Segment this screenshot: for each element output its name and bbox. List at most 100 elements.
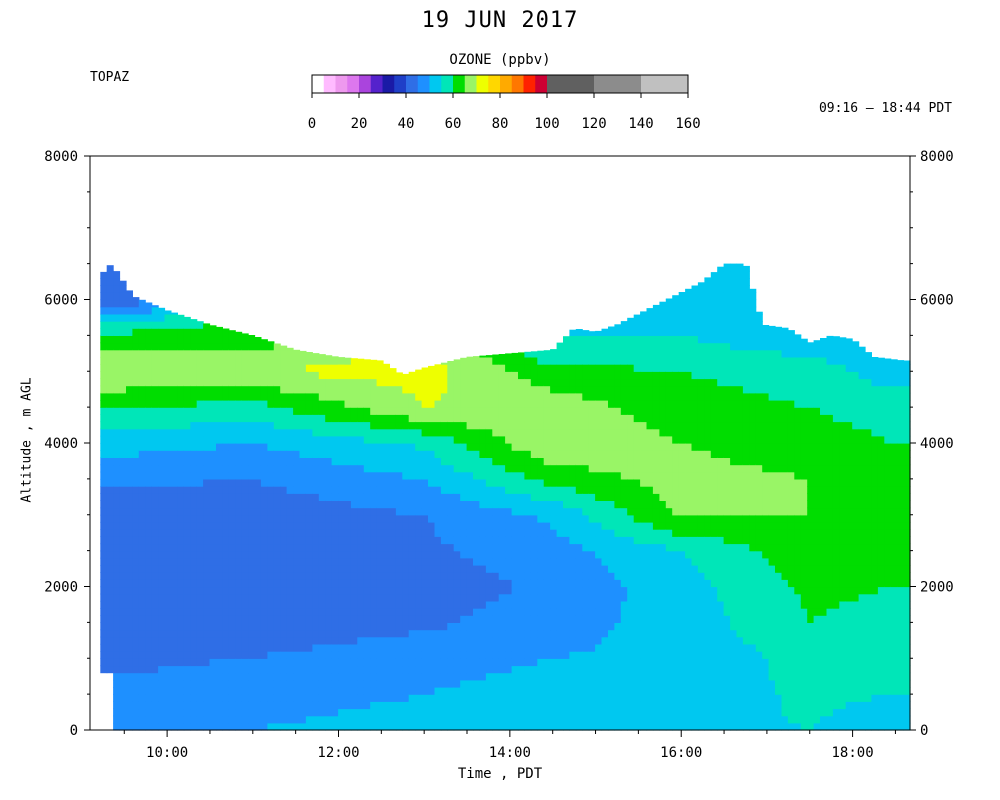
- ozone-cell: [344, 694, 352, 702]
- ozone-cell: [376, 550, 384, 559]
- ozone-cell: [608, 579, 615, 588]
- ozone-cell: [569, 407, 577, 415]
- ozone-cell: [183, 536, 191, 545]
- ozone-cell: [350, 428, 358, 437]
- ozone-cell: [132, 313, 140, 322]
- ozone-cell: [280, 694, 288, 702]
- ozone-cell: [556, 378, 564, 387]
- ozone-cell: [395, 521, 403, 530]
- ozone-cell: [222, 450, 230, 458]
- ozone-cell: [473, 464, 480, 473]
- ozone-cell: [132, 335, 140, 344]
- ozone-cell: [196, 687, 204, 695]
- ozone-cell: [138, 371, 146, 380]
- ozone-cell: [588, 342, 596, 351]
- ozone-cell: [260, 701, 268, 710]
- ozone-cell: [363, 486, 371, 494]
- ozone-cell: [620, 521, 628, 530]
- ozone-cell: [550, 529, 558, 537]
- ozone-cell: [113, 356, 121, 365]
- ozone-cell: [363, 557, 371, 566]
- ozone-cell: [421, 464, 429, 473]
- ozone-cell: [614, 349, 622, 358]
- ozone-cell: [119, 471, 127, 480]
- ozone-cell: [575, 622, 583, 631]
- ozone-cell: [543, 478, 551, 487]
- ozone-cell: [672, 687, 680, 695]
- ozone-cell: [183, 615, 191, 623]
- ozone-cell: [177, 715, 185, 724]
- ozone-cell: [569, 565, 577, 573]
- ozone-cell: [254, 672, 262, 681]
- ozone-cell: [126, 500, 133, 509]
- colorbar-swatch-4: [359, 75, 372, 93]
- ozone-cell: [672, 701, 680, 710]
- ozone-cell: [582, 579, 590, 588]
- ozone-cell: [627, 342, 635, 351]
- ozone-cell: [132, 593, 140, 602]
- ozone-cell: [273, 701, 281, 710]
- ozone-cell: [248, 507, 256, 516]
- ozone-cell: [479, 557, 487, 566]
- ozone-cell: [575, 400, 583, 408]
- ozone-cell: [595, 464, 603, 473]
- ozone-cell: [588, 349, 596, 358]
- ozone-cell: [652, 500, 660, 509]
- ozone-cell: [138, 328, 146, 336]
- ozone-cell: [254, 378, 262, 387]
- ozone-cell: [318, 694, 326, 702]
- ozone-cell: [177, 586, 185, 595]
- ozone-cell: [305, 572, 313, 580]
- ozone-cell: [216, 687, 223, 695]
- ozone-cell: [158, 529, 166, 537]
- ozone-cell: [138, 521, 146, 530]
- ozone-cell: [672, 464, 680, 473]
- ozone-cell: [479, 457, 487, 466]
- ozone-cell: [428, 679, 435, 688]
- ozone-cell: [473, 600, 480, 609]
- ozone-cell: [177, 371, 185, 380]
- ozone-cell: [646, 335, 654, 344]
- ozone-cell: [293, 701, 301, 710]
- ozone-cell: [614, 507, 622, 516]
- ozone-cell: [466, 643, 474, 652]
- ozone-cell: [203, 335, 211, 344]
- ozone-cell: [601, 708, 609, 717]
- ozone-cell: [505, 428, 513, 437]
- ozone-cell: [601, 593, 609, 602]
- ozone-cell: [171, 464, 178, 473]
- ozone-cell: [640, 435, 648, 444]
- ozone-cell: [563, 493, 570, 501]
- ozone-cell: [402, 722, 410, 731]
- ozone-cell: [286, 349, 294, 358]
- ozone-cell: [588, 407, 596, 415]
- ozone-cell: [151, 313, 159, 322]
- ozone-cell: [440, 543, 448, 552]
- ozone-cell: [440, 701, 448, 710]
- ozone-cell: [383, 701, 390, 710]
- ozone-cell: [646, 593, 654, 602]
- ozone-cell: [260, 400, 268, 408]
- ozone-cell: [550, 572, 558, 580]
- ozone-cell: [518, 421, 525, 430]
- ozone-cell: [203, 651, 211, 659]
- ozone-cell: [357, 450, 365, 458]
- ozone-cell: [126, 328, 133, 336]
- ozone-cell: [299, 392, 307, 401]
- ozone-cell: [453, 636, 461, 645]
- ozone-cell: [100, 615, 108, 623]
- ozone-cell: [633, 407, 641, 415]
- ozone-cell: [434, 536, 442, 545]
- ozone-cell: [563, 593, 570, 602]
- ozone-cell: [601, 450, 609, 458]
- ozone-cell: [627, 385, 635, 394]
- ozone-cell: [190, 342, 198, 351]
- ozone-cell: [415, 543, 423, 552]
- ozone-cell: [395, 665, 403, 674]
- ozone-cell: [305, 356, 313, 365]
- ozone-cell: [460, 651, 468, 659]
- ozone-cell: [659, 313, 667, 322]
- ozone-cell: [331, 356, 339, 358]
- ozone-cell: [267, 665, 275, 674]
- ozone-cell: [312, 457, 320, 466]
